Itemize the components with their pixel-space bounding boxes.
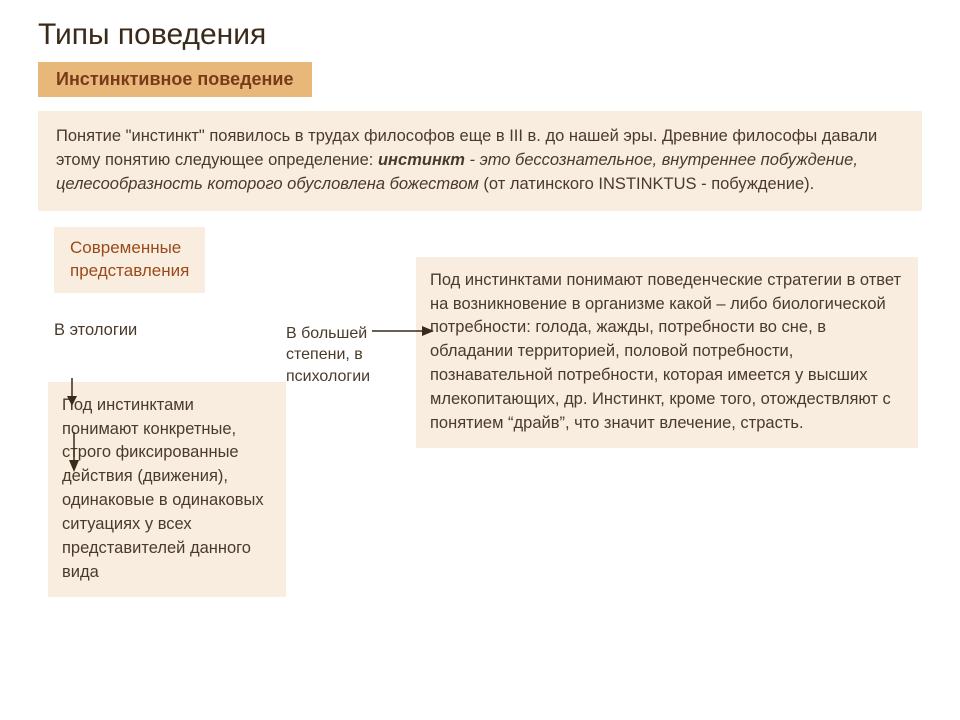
- mid-column: В большей степени, в психологии: [286, 301, 416, 597]
- modern-label-1: Современные: [70, 237, 189, 260]
- page-title: Типы поведения: [38, 18, 930, 52]
- modern-label-2: представления: [70, 260, 189, 283]
- right-column: Под инстинктами понимают поведенческие с…: [416, 301, 918, 597]
- intro-post: (от латинского INSTINKTUS - побуждение).: [479, 175, 814, 193]
- left-column: В этологии Под инстинктами понимают конк…: [48, 301, 286, 597]
- subtitle-label: Инстинктивное поведение: [56, 69, 294, 89]
- subtitle-box: Инстинктивное поведение: [38, 62, 312, 97]
- modern-views-box: Современные представления: [54, 227, 205, 293]
- psych-label-2: степени, в: [286, 344, 416, 366]
- intro-definition-box: Понятие "инстинкт" появилось в трудах фи…: [38, 111, 922, 211]
- etology-label: В этологии: [54, 321, 286, 340]
- arrow-right-icon: [372, 325, 434, 339]
- psych-label-3: психологии: [286, 366, 416, 388]
- content-row: В этологии Под инстинктами понимают конк…: [30, 301, 930, 597]
- psychology-definition-box: Под инстинктами понимают поведенческие с…: [416, 257, 918, 448]
- arrow-down-icon: [66, 378, 80, 406]
- etology-definition-box: Под инстинктами понимают конкретные, стр…: [48, 382, 286, 597]
- arrow-down-icon: [68, 432, 82, 472]
- intro-term: инстинкт: [378, 151, 465, 169]
